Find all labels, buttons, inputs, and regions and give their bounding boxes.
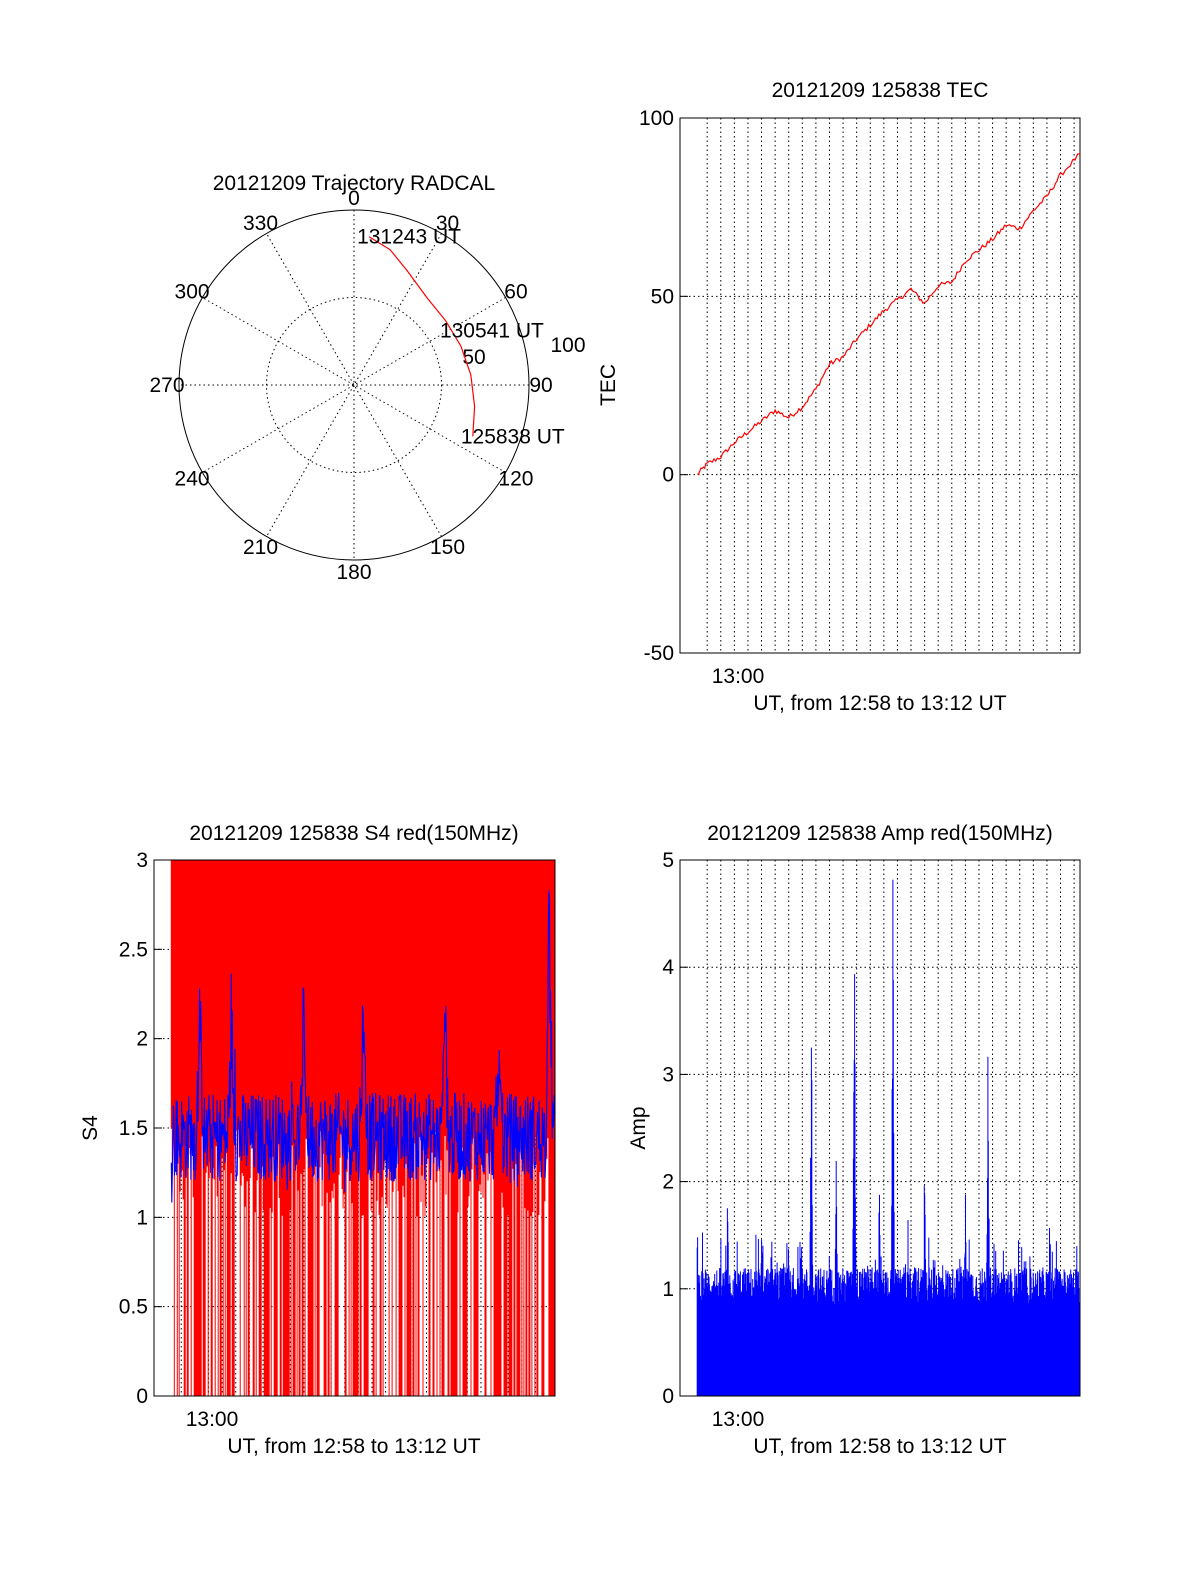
tec-ytick-label-0: -50 — [644, 642, 674, 665]
s4-plot: 20121209 125838 S4 red(150MHz) 0 0.5 1 1.5 2… — [79, 822, 556, 1458]
polar-ring-label-50: 50 — [462, 346, 485, 369]
polar-azimuth-label-150: 150 — [430, 536, 465, 559]
amp-ytick-label-5: 5 — [662, 849, 674, 872]
tec-title: 20121209 125838 TEC — [772, 79, 989, 102]
polar-ring-label-100: 100 — [550, 334, 585, 357]
tec-x-axis-label: UT, from 12:58 to 13:12 UT — [753, 692, 1006, 715]
s4-x-tick-label: 13:00 — [186, 1408, 239, 1431]
s4-ytick-label-5: 2.5 — [119, 938, 148, 961]
polar-trajectory-label-2: 125838 UT — [461, 425, 565, 448]
polar-azimuth-label-30: 30 — [436, 212, 459, 235]
polar-azimuth-label-300: 300 — [175, 281, 210, 304]
s4-y-axis-label: S4 — [79, 1115, 102, 1141]
tec-series-line — [697, 153, 1081, 476]
polar-azimuth-label-120: 120 — [498, 468, 533, 491]
tec-plot-frame — [679, 117, 1081, 654]
polar-azimuth-label-0: 0 — [348, 187, 360, 210]
amp-series — [696, 879, 1081, 1396]
s4-y-tick-labels: 0 0.5 1 1.5 2 2.5 3 — [119, 849, 148, 1408]
amp-ytick-label-2: 2 — [662, 1171, 674, 1194]
polar-ring-50 — [266, 297, 442, 473]
amp-x-axis-label: UT, from 12:58 to 13:12 UT — [753, 1435, 1006, 1458]
s4-ytick-label-6: 3 — [136, 849, 148, 872]
polar-spokes — [179, 210, 529, 560]
s4-ytick-label-4: 2 — [136, 1028, 148, 1051]
polar-trajectory-label-1: 130541 UT — [440, 320, 544, 343]
amp-y-tick-labels: 0 1 2 3 4 5 — [662, 849, 674, 1408]
s4-ytick-label-3: 1.5 — [119, 1117, 148, 1140]
amp-title: 20121209 125838 Amp red(150MHz) — [707, 822, 1053, 845]
tec-y-axis-label: TEC — [597, 364, 620, 406]
amp-y-axis-label: Amp — [627, 1106, 650, 1149]
s4-x-axis-label: UT, from 12:58 to 13:12 UT — [227, 1435, 480, 1458]
tec-y-tick-labels: -50 0 50 100 — [639, 107, 674, 665]
polar-trajectory-label-0: 131243 UT — [357, 226, 461, 249]
amp-plot-frame — [679, 859, 1081, 1397]
tec-plot: 20121209 125838 TEC -50 0 50 100 13:00 UT, … — [597, 79, 1081, 715]
amp-ytick-label-0: 0 — [662, 1385, 674, 1408]
s4-ytick-label-2: 1 — [136, 1206, 148, 1229]
tec-ytick-label-2: 50 — [651, 285, 674, 308]
amp-ytick-label-4: 4 — [662, 956, 674, 979]
polar-azimuth-label-240: 240 — [175, 468, 210, 491]
polar-trajectory-line — [368, 236, 476, 437]
amp-plot: 20121209 125838 Amp red(150MHz) 0 1 2 3 4 5 1… — [627, 822, 1081, 1458]
s4-blue-series — [170, 890, 555, 1203]
polar-azimuth-label-60: 60 — [504, 281, 527, 304]
polar-trajectory-plot: 20121209 Trajectory RADCAL 0 30 60 90 120 150… — [149, 172, 585, 584]
amp-x-tick-label: 13:00 — [712, 1408, 765, 1431]
tec-ytick-label-1: 0 — [662, 464, 674, 487]
polar-title: 20121209 Trajectory RADCAL — [213, 172, 496, 195]
amp-ytick-label-1: 1 — [662, 1278, 674, 1301]
s4-ytick-label-0: 0 — [136, 1385, 148, 1408]
tec-x-tick-label: 13:00 — [712, 665, 765, 688]
s4-title: 20121209 125838 S4 red(150MHz) — [189, 822, 518, 845]
polar-azimuth-label-180: 180 — [336, 561, 371, 584]
polar-azimuth-labels: 0 30 60 90 120 150 180 210 240 270 300 330 — [149, 187, 552, 584]
s4-plot-frame — [153, 859, 556, 1397]
polar-azimuth-label-210: 210 — [243, 536, 278, 559]
tec-grid — [680, 117, 1080, 654]
amp-ytick-label-3: 3 — [662, 1063, 674, 1086]
polar-azimuth-label-90: 90 — [529, 374, 552, 397]
tec-ytick-label-3: 100 — [639, 107, 674, 130]
polar-trajectory-labels: 131243 UT 130541 UT 125838 UT — [357, 226, 565, 449]
polar-azimuth-label-270: 270 — [149, 374, 184, 397]
s4-ytick-label-1: 0.5 — [119, 1296, 148, 1319]
polar-azimuth-label-330: 330 — [243, 212, 278, 235]
